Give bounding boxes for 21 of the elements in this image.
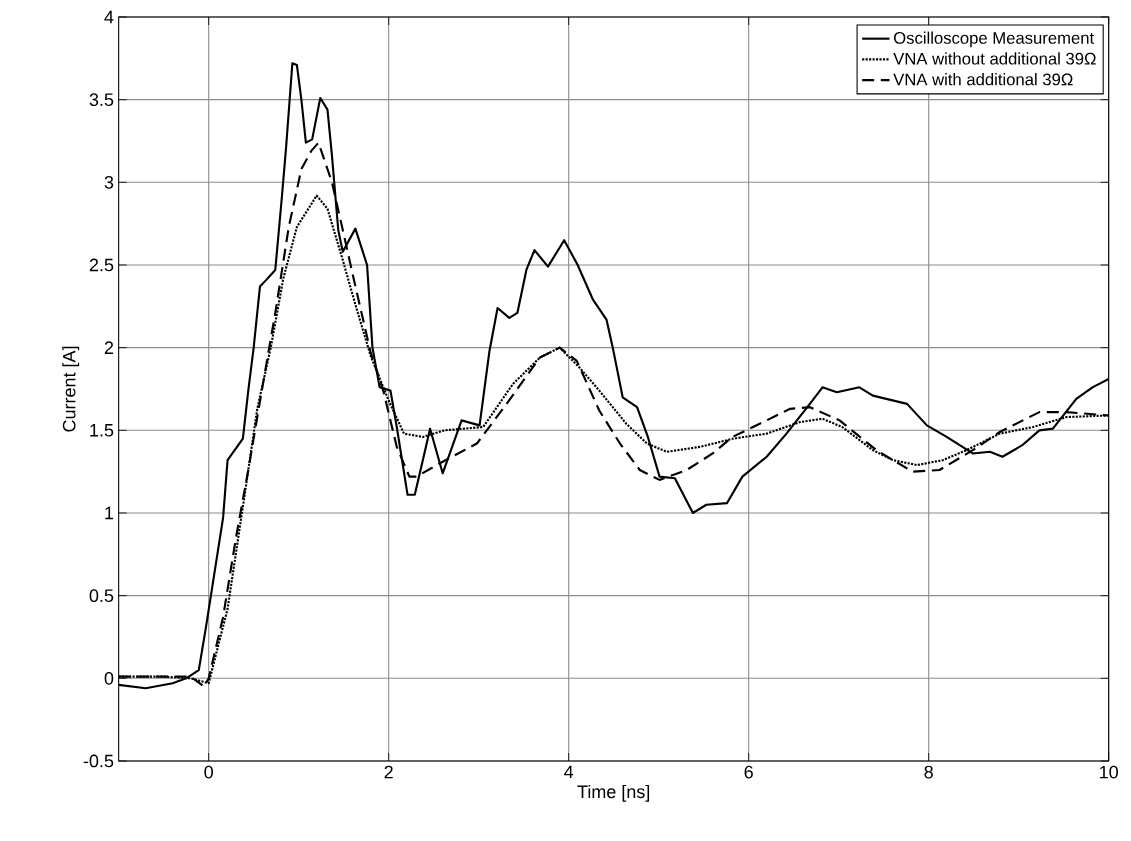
x-tick-label: 4 (564, 765, 574, 779)
y-tick-label: 3.5 (89, 93, 114, 107)
x-tick-label: 0 (204, 765, 213, 779)
legend-label: VNA without additional 39Ω (893, 52, 1096, 65)
y-tick-label: 1.5 (90, 424, 114, 437)
x-tick-label: 6 (744, 765, 753, 779)
y-tick-label: -0.5 (83, 754, 114, 768)
legend-label: VNA with additional 39Ω (893, 73, 1073, 86)
y-axis-title: Current [A] (62, 346, 80, 432)
y-tick-label: 0 (104, 671, 114, 685)
y-tick-label: 0.5 (89, 589, 114, 603)
y-tick-label: 4 (104, 10, 114, 24)
y-tick-label: 3 (104, 175, 114, 189)
legend-label: Oscilloscope Measurement (893, 31, 1095, 48)
y-tick-label: 2.5 (89, 258, 114, 272)
x-tick-label: 10 (1100, 765, 1118, 779)
x-tick-label: 8 (924, 765, 933, 779)
y-tick-label: 2 (104, 341, 114, 354)
x-tick-label: 2 (384, 765, 393, 779)
y-tick-label: 1 (105, 506, 114, 520)
x-axis-title: Time [ns] (577, 784, 650, 802)
